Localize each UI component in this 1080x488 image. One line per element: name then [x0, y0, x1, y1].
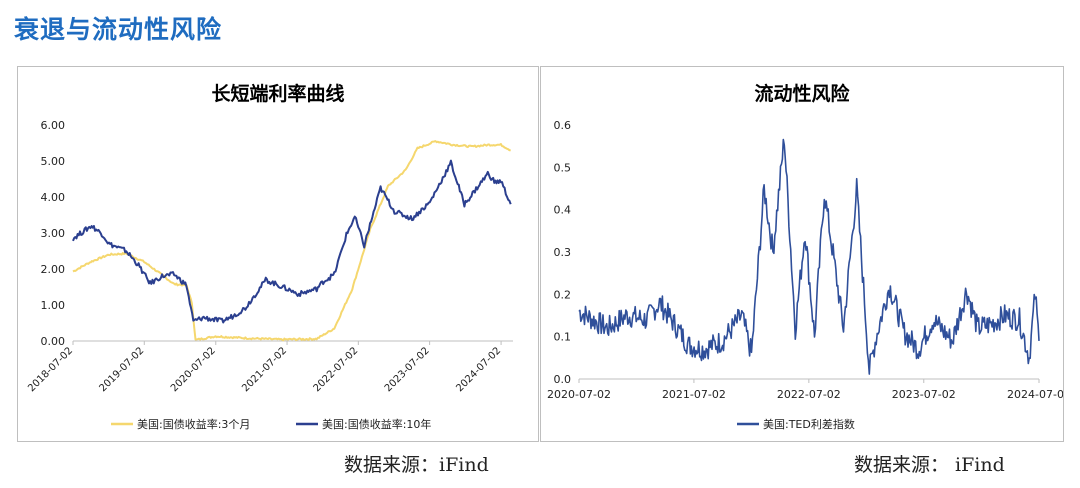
x-tick-label: 2018-07-02	[26, 345, 75, 394]
x-tick-label: 2021-07-02	[240, 345, 289, 394]
x-tick-label: 2019-07-02	[98, 345, 147, 394]
chart-title: 流动性风险	[754, 83, 850, 105]
x-tick-label: 2024-07-02	[454, 345, 503, 394]
data-source-note: 数据来源：iFind	[344, 454, 489, 476]
series-line	[578, 138, 1040, 375]
x-tick-label: 2023-07-02	[892, 388, 956, 401]
y-tick-label: 5.00	[41, 155, 66, 168]
y-tick-label: 3.00	[41, 227, 66, 240]
x-tick-label: 2024-07-02	[1007, 388, 1063, 401]
x-tick-label: 2021-07-02	[662, 388, 726, 401]
legend-label: 美国:TED利差指数	[763, 417, 855, 431]
ted-chart: 0.6 0.5 0.4 0.3 0.2 0.1 0.0 2020-07-02 2021-07-0…	[547, 119, 1063, 431]
chart-panel-liquidity: 流动性风险 0.6 0.5 0.4 0.3 0.2 0.1 0.0 2020-07-02 202…	[540, 66, 1064, 442]
y-tick-label: 0.6	[554, 119, 572, 132]
y-tick-label: 4.00	[41, 191, 66, 204]
y-tick-label: 0.3	[554, 246, 572, 259]
x-tick-label: 2022-07-02	[312, 345, 361, 394]
chart-title: 长短端利率曲线	[211, 83, 345, 105]
y-tick-label: 1.00	[41, 299, 66, 312]
x-tick-label: 2022-07-02	[777, 388, 841, 401]
x-tick-label: 2020-07-02	[169, 345, 218, 394]
x-tick-label: 2023-07-02	[383, 345, 432, 394]
y-tick-label: 6.00	[41, 119, 66, 132]
series-line	[72, 140, 511, 342]
series-line	[72, 159, 512, 324]
page-title: 衰退与流动性风险	[14, 15, 223, 44]
data-source-note: 数据来源： iFind	[854, 454, 1005, 476]
y-tick-label: 0.5	[554, 161, 572, 174]
y-tick-label: 0.00	[41, 335, 66, 348]
y-tick-label: 0.2	[554, 288, 572, 301]
y-tick-label: 2.00	[41, 263, 66, 276]
x-tick-label: 2020-07-02	[547, 388, 611, 401]
legend-label: 美国:国债收益率:3个月	[137, 417, 250, 431]
y-tick-label: 0.4	[554, 204, 572, 217]
chart-panel-rates: 长短端利率曲线 6.00 5.00 4.00 3.00 2.00 1.00 0.00 2018…	[17, 66, 539, 442]
y-tick-label: 0.1	[554, 331, 572, 344]
legend-label: 美国:国债收益率:10年	[322, 417, 431, 431]
y-tick-label: 0.0	[554, 373, 572, 386]
